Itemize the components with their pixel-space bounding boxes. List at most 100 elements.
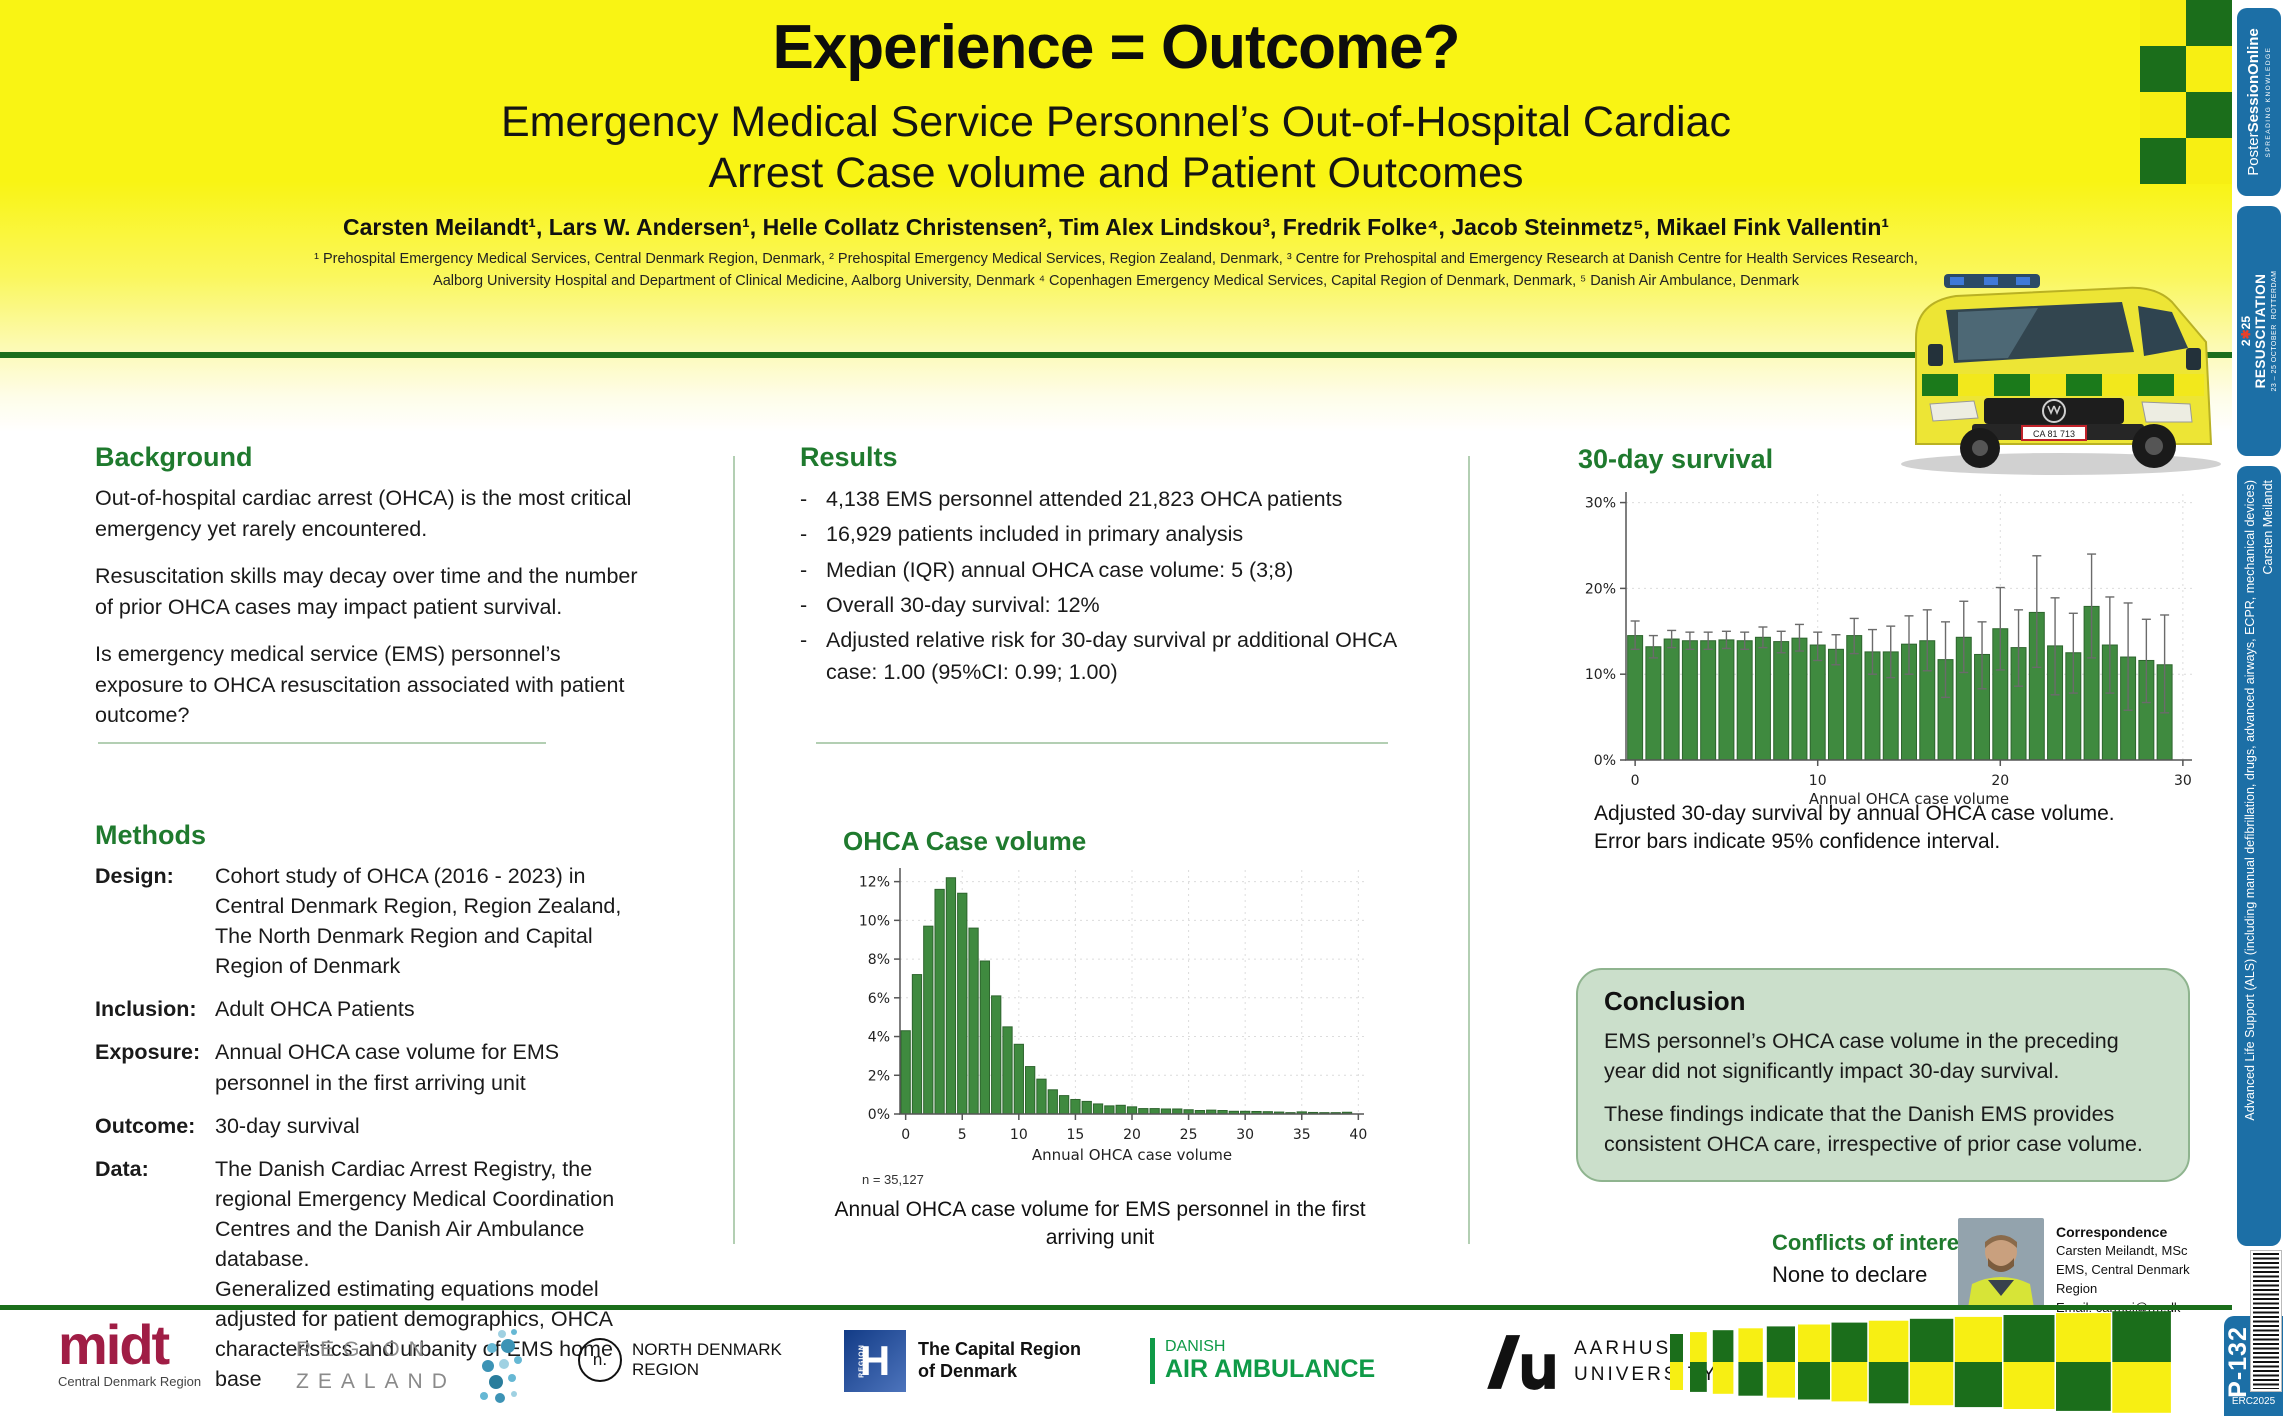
logo-capital-region: REGION H The Capital Region of Denmark: [844, 1330, 1081, 1392]
methods-value: 30-day survival: [215, 1113, 360, 1138]
methods-row: Inclusion: Adult OHCA Patients: [95, 994, 643, 1024]
methods-row: Design: Cohort study of OHCA (2016 - 202…: [95, 861, 643, 981]
svg-text:30: 30: [1236, 1127, 1254, 1143]
conclusion-box: Conclusion EMS personnel’s OHCA case vol…: [1576, 968, 2190, 1182]
conflicts-section: Conflicts of interest None to declare: [1772, 1230, 1979, 1288]
column-divider-1: [733, 456, 735, 1244]
subtitle-line2: Arrest Case volume and Patient Outcomes: [708, 148, 1524, 197]
conclusion-paragraph: These findings indicate that the Danish …: [1604, 1102, 2143, 1156]
aarhus-university-icon: [1487, 1335, 1555, 1390]
methods-row: Data: The Danish Cardiac Arrest Registry…: [95, 1154, 643, 1395]
svg-text:25: 25: [1180, 1127, 1198, 1143]
poster-subtitle: Emergency Medical Service Personnel’s Ou…: [0, 97, 2232, 198]
corner-checker-pattern: [2140, 0, 2232, 184]
svg-text:10: 10: [1010, 1127, 1028, 1143]
methods-label: Exposure:: [95, 1040, 201, 1065]
svg-text:35: 35: [1293, 1127, 1311, 1143]
result-item: - Overall 30-day survival: 12%: [800, 589, 1400, 621]
result-item: - 4,138 EMS personnel attended 21,823 OH…: [800, 483, 1400, 515]
methods-row: Outcome: 30-day survival: [95, 1111, 643, 1141]
svg-text:0: 0: [1631, 773, 1640, 789]
erc-label: ERC2025: [2231, 1396, 2276, 1407]
results-section: Results - 4,138 EMS personnel attended 2…: [800, 442, 1400, 692]
svg-text:10: 10: [1809, 773, 1827, 789]
survival-heading: 30-day survival: [1578, 444, 1774, 474]
svg-text:15: 15: [1067, 1127, 1085, 1143]
zealand-dots-icon: [480, 1329, 522, 1403]
resuscitation-name: RESUSCITATION: [2253, 273, 2269, 389]
methods-value: Annual OHCA case volume for EMS personne…: [215, 1040, 560, 1095]
logo-danish-air-ambulance: DANISH AIR AMBULANCE: [1150, 1338, 1375, 1384]
topic-badge: Advanced Life Support (ALS) (including m…: [2237, 466, 2281, 1246]
midt-wordmark: midt: [58, 1313, 170, 1376]
background-methods-divider: [98, 742, 546, 744]
footer-divider: [0, 1305, 2232, 1310]
survival-chart: 0% 10% 20% 30% 0 10 20 30 Annual OHCA case volum…: [1585, 492, 2192, 808]
correspondence-org: EMS, Central Denmark Region: [2056, 1262, 2190, 1296]
survival-caption-line2: Error bars indicate 95% confidence inter…: [1594, 830, 2001, 854]
conclusion-paragraph: EMS personnel’s OHCA case volume in the …: [1604, 1029, 2119, 1083]
logo-north-denmark-region: n. NORTH DENMARK REGION: [578, 1338, 782, 1382]
correspondence-name: Carsten Meilandt, MSc: [2056, 1243, 2188, 1259]
survival-caption: Adjusted 30-day survival by annual OHCA …: [1594, 800, 2194, 857]
logo-region-zealand: REGION ZEALAND: [296, 1334, 456, 1397]
svg-text:5: 5: [958, 1127, 967, 1143]
correspondent-photo: [1958, 1218, 2044, 1308]
svg-text:10%: 10%: [859, 913, 890, 929]
resuscitation-dates: 23 – 25 OCTOBER ROTTERDAM: [2270, 270, 2278, 392]
zealand-line1: REGION: [296, 1338, 433, 1361]
methods-label: Design:: [95, 864, 174, 888]
methods-label: Outcome:: [95, 1113, 196, 1138]
svg-text:30: 30: [2174, 773, 2192, 789]
capital-region-text: The Capital Region of Denmark: [918, 1339, 1082, 1381]
affiliations-line1: ¹ Prehospital Emergency Medical Services…: [314, 251, 1918, 268]
background-section: Background Out-of-hospital cardiac arres…: [95, 442, 643, 748]
result-text: Adjusted relative risk for 30-day surviv…: [826, 628, 1397, 685]
correspondence-block: Correspondence Carsten Meilandt, MSc EMS…: [2056, 1222, 2228, 1318]
poster-session-tagline: SPREADING KNOWLEDGE: [2264, 46, 2272, 158]
poster-session-brand: PosterSessionOnline: [2245, 28, 2263, 176]
resuscitation-2025-badge: 2✱25 RESUSCITATION 23 – 25 OCTOBER ROTTE…: [2237, 206, 2281, 456]
methods-label: Data:: [95, 1156, 149, 1181]
background-heading: Background: [95, 442, 253, 472]
methods-row: Exposure: Annual OHCA case volume for EM…: [95, 1037, 643, 1097]
case-volume-caption: Annual OHCA case volume for EMS personne…: [834, 1198, 1366, 1250]
resuscitation-year: 2✱25: [2239, 315, 2254, 347]
svg-text:20: 20: [1991, 773, 2009, 789]
authors-line: Carsten Meilandt¹, Lars W. Andersen¹, He…: [342, 214, 1890, 241]
ambulance-checker-band: [1922, 374, 2204, 396]
ambulance-plate: CA 81 713: [2033, 429, 2075, 439]
methods-value: Cohort study of OHCA (2016 - 2023) in Ce…: [215, 864, 622, 979]
result-item: - Median (IQR) annual OHCA case volume: …: [800, 554, 1400, 586]
svg-text:0: 0: [901, 1127, 910, 1143]
sidebar: PosterSessionOnline SPREADING KNOWLEDGE …: [2232, 0, 2283, 1416]
svg-text:0%: 0%: [868, 1107, 890, 1123]
poster-number: P-132: [2224, 1326, 2252, 1398]
methods-heading: Methods: [95, 820, 206, 850]
results-figure-divider: [816, 742, 1388, 744]
conclusion-heading: Conclusion: [1604, 986, 1746, 1016]
result-item: - Adjusted relative risk for 30-day surv…: [800, 624, 1400, 689]
affiliations-line2: Aalborg University Hospital and Departme…: [433, 273, 1799, 290]
svg-text:40: 40: [1349, 1127, 1367, 1143]
ambulance-photo: CA 81 713: [1901, 274, 2221, 475]
svg-text:10%: 10%: [1585, 667, 1616, 683]
background-paragraph: Out-of-hospital cardiac arrest (OHCA) is…: [95, 486, 632, 541]
affiliations: ¹ Prehospital Emergency Medical Services…: [0, 249, 2232, 293]
background-paragraph: Is emergency medical service (EMS) perso…: [95, 642, 625, 728]
methods-section: Methods Design: Cohort study of OHCA (20…: [95, 820, 643, 1408]
logo-central-denmark-region: midt Central Denmark Region: [58, 1313, 202, 1390]
subtitle-line1: Emergency Medical Service Personnel’s Ou…: [501, 98, 1731, 146]
column-divider-2: [1468, 456, 1470, 1244]
topic-text: Advanced Life Support (ALS) (including m…: [2242, 480, 2257, 1121]
result-text: Overall 30-day survival: 12%: [826, 592, 1100, 617]
svg-text:12%: 12%: [859, 875, 890, 891]
svg-text:20%: 20%: [1585, 581, 1616, 597]
north-denmark-text: NORTH DENMARK REGION: [632, 1339, 782, 1379]
methods-label: Inclusion:: [95, 997, 197, 1022]
north-denmark-icon: n.: [578, 1338, 622, 1382]
result-text: Median (IQR) annual OHCA case volume: 5 …: [826, 557, 1294, 582]
midt-subtitle: Central Denmark Region: [58, 1374, 202, 1390]
case-volume-chart: 0% 2% 4% 6% 8% 10% 12% 0 5 10 15 20 25 30 35 40 Annual O…: [859, 868, 1367, 1164]
